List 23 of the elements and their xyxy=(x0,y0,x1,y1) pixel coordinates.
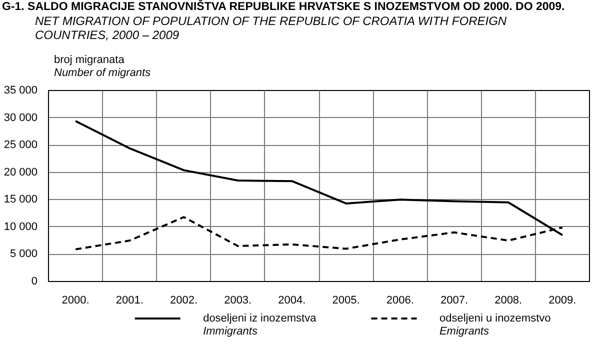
y-tick-label: 35 000 xyxy=(4,84,38,96)
x-tick-label: 2002. xyxy=(170,294,198,306)
x-tick-label: 2007. xyxy=(440,294,468,306)
chart-subtitle: NET MIGRATION OF POPULATION OF THE REPUBLIC OF CROATIA WITH FOREIGN COUNTRIES, 2000 – 2009 xyxy=(34,14,508,42)
x-tick-label: 2005. xyxy=(332,294,360,306)
x-tick-label: 2009. xyxy=(548,294,576,306)
y-tick-label: 15 000 xyxy=(4,194,38,206)
y-tick-label: 0 xyxy=(31,276,38,288)
legend-label: doseljeni iz inozemstva Immigrants xyxy=(203,312,318,338)
x-tick-label: 2006. xyxy=(386,294,414,306)
y-tick-label: 30 000 xyxy=(4,112,38,124)
chart-title: G-1. SALDO MIGRACIJE STANOVNIŠTVA REPUBLIKE HRVATSKE S INOZEMSTVOM OD 2000. DO 2009. xyxy=(2,0,565,14)
y-axis-title: broj migranata Number of migrants xyxy=(53,54,152,80)
y-tick-label: 25 000 xyxy=(4,139,38,152)
x-tick-label: 2001. xyxy=(116,294,144,306)
x-tick-label: 2000. xyxy=(62,294,90,306)
y-tick-label: 10 000 xyxy=(4,220,38,233)
y-tick-label: 5 000 xyxy=(10,248,38,260)
y-tick-label: 20 000 xyxy=(4,166,38,178)
x-tick-label: 2008. xyxy=(494,294,522,306)
x-tick-label: 2004. xyxy=(278,294,306,306)
x-tick-label: 2003. xyxy=(224,294,252,306)
legend-label: odseljeni u inozemstvo Emigrants xyxy=(439,312,551,338)
